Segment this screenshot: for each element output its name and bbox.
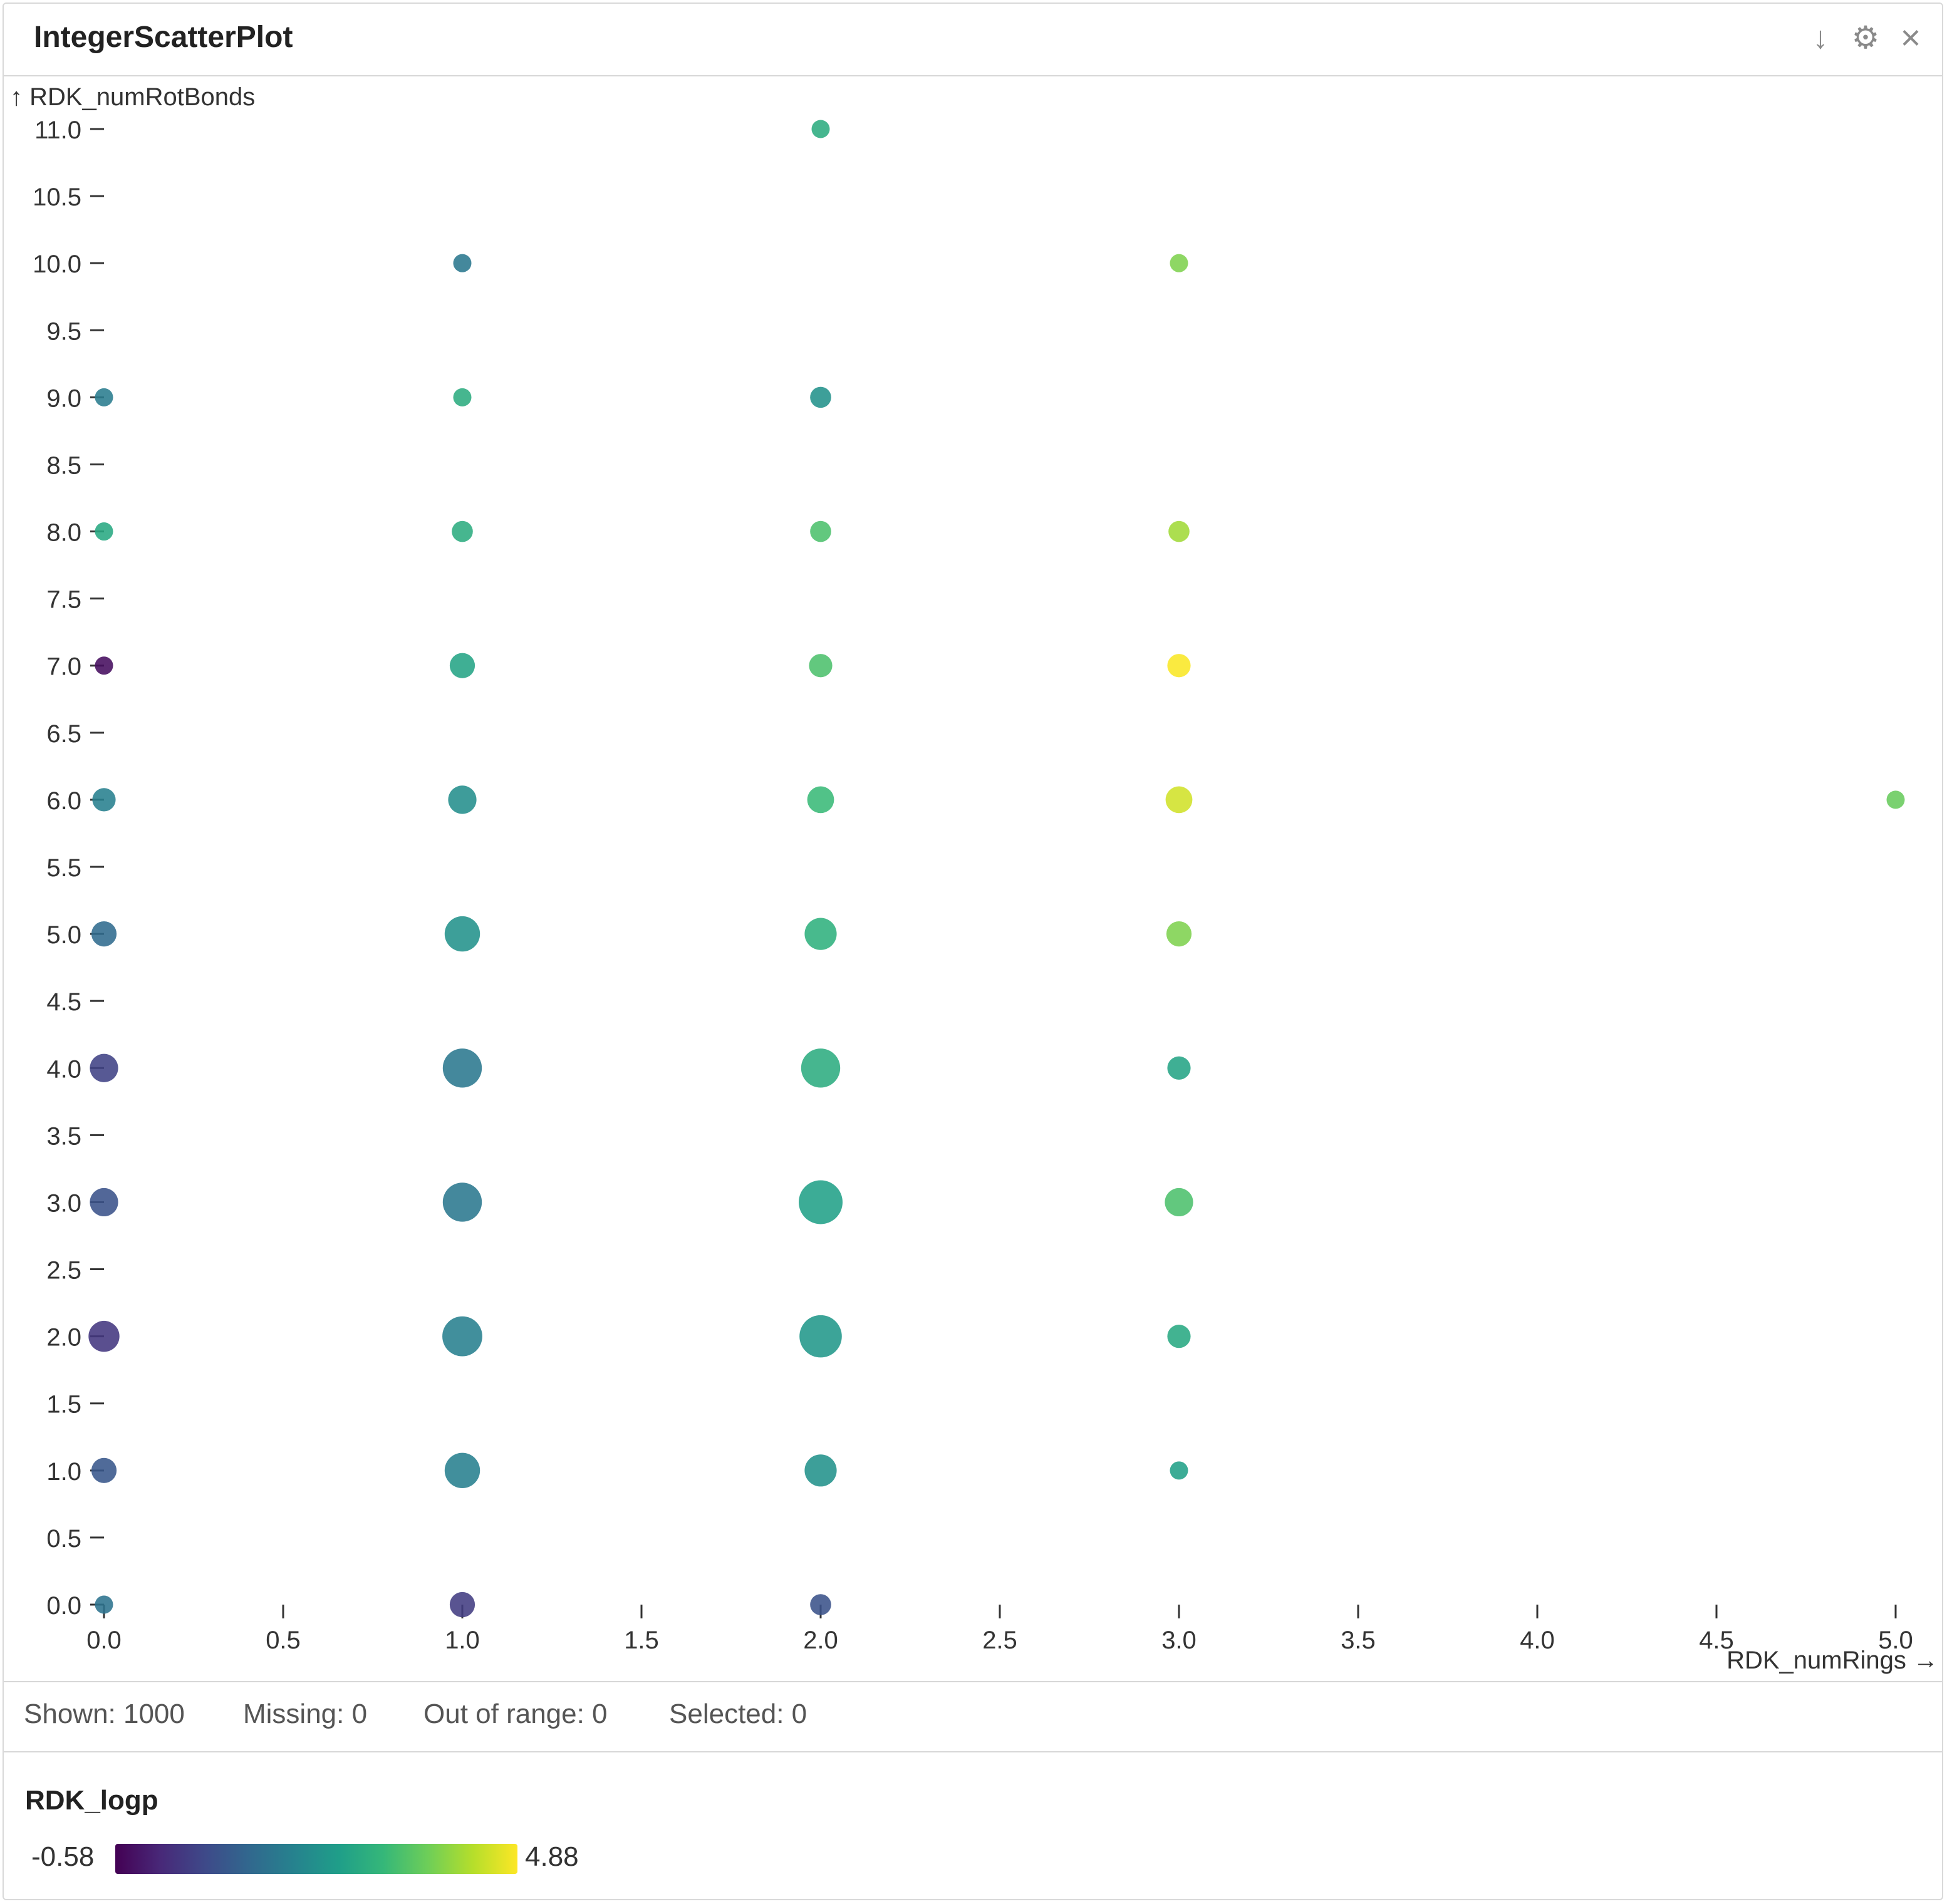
data-point[interactable] [90,1053,118,1082]
download-icon[interactable]: ↓ [1812,20,1829,55]
data-point[interactable] [95,1595,113,1614]
data-point[interactable] [1167,1056,1191,1080]
x-tick-label: 1.0 [445,1627,480,1654]
data-point[interactable] [810,1594,831,1615]
legend-title: RDK_logp [25,1785,158,1816]
data-point[interactable] [442,1048,482,1088]
x-tick-label: 2.0 [803,1627,838,1654]
data-point[interactable] [1170,254,1188,272]
data-point[interactable] [442,1316,482,1357]
x-tick-label: 3.5 [1341,1627,1376,1654]
y-tick-label: 5.0 [46,921,81,949]
y-tick-label: 6.0 [46,787,81,815]
y-tick-label: 7.0 [46,653,81,681]
data-point[interactable] [801,1048,841,1088]
data-point[interactable] [95,388,113,406]
panel-header: IntegerScatterPlot ↓ ⚙ × [4,4,1942,76]
x-tick-label: 2.5 [982,1627,1017,1654]
y-tick-label: 11.0 [34,116,81,144]
data-point[interactable] [448,785,477,814]
color-legend: RDK_logp -0.58 4.88 [4,1752,1942,1901]
data-point[interactable] [95,522,113,541]
y-tick-label: 3.5 [46,1122,81,1150]
stat-selected: Selected: 0 [669,1699,807,1729]
legend-min-label: -0.58 [31,1841,95,1872]
y-tick-label: 10.0 [33,251,81,278]
data-point[interactable] [91,921,117,947]
data-point[interactable] [810,386,831,408]
y-tick-label: 4.5 [46,988,81,1016]
y-tick-label: 7.5 [46,586,81,614]
data-point[interactable] [804,1454,837,1487]
data-point[interactable] [1168,520,1190,542]
stat-missing: Missing: 0 [243,1699,368,1729]
y-tick-label: 9.5 [46,318,81,345]
y-tick-label: 0.5 [46,1525,81,1553]
legend-color-bar [115,1844,517,1874]
y-tick-label: 9.0 [46,385,81,412]
data-point[interactable] [804,918,837,950]
close-icon[interactable]: × [1900,18,1921,57]
data-point[interactable] [1165,786,1193,814]
data-point[interactable] [444,1452,480,1489]
settings-gear-icon[interactable]: ⚙ [1851,20,1880,55]
y-axis-title: ↑ RDK_numRotBonds [10,83,255,111]
data-point[interactable] [799,1180,843,1224]
data-point[interactable] [444,916,480,952]
y-tick-label: 1.5 [46,1391,81,1419]
y-tick-label: 8.5 [46,452,81,479]
data-point[interactable] [449,1591,475,1618]
y-tick-label: 0.0 [46,1592,81,1620]
y-tick-label: 2.5 [46,1257,81,1285]
x-tick-label: 4.0 [1520,1627,1555,1654]
scatter-plot-panel: IntegerScatterPlot ↓ ⚙ × 0.0 0.5 1.0 1.5 2.0… [3,3,1943,1900]
data-point[interactable] [810,520,831,542]
data-point[interactable] [807,786,834,814]
y-tick-label: 3.0 [46,1189,81,1217]
y-tick-label: 2.0 [46,1324,81,1352]
y-tick-label: 5.5 [46,854,81,882]
data-point[interactable] [95,656,113,675]
data-point[interactable] [1166,921,1192,947]
data-point[interactable] [452,520,473,542]
y-tick-label: 4.0 [46,1055,81,1083]
data-point[interactable] [811,120,830,138]
x-tick-label: 4.5 [1699,1627,1734,1654]
data-point[interactable] [442,1182,482,1222]
stat-out-of-range: Out of range: 0 [423,1699,608,1729]
panel-title: IntegerScatterPlot [34,21,293,54]
data-point[interactable] [453,254,472,272]
scatter-chart[interactable]: 0.0 0.5 1.0 1.5 2.0 2.5 3.0 3.5 4.0 4.5 5.0 5.5 6.0 6… [4,76,1944,1681]
data-point[interactable] [809,654,833,678]
data-point[interactable] [1167,654,1191,678]
data-point[interactable] [90,1187,118,1217]
x-tick-label: 3.0 [1161,1627,1197,1654]
data-point[interactable] [1167,1325,1191,1348]
y-tick-label: 6.5 [46,720,81,748]
y-tick-label: 1.0 [46,1458,81,1486]
x-tick-label: 0.5 [266,1627,301,1654]
legend-max-label: 4.88 [525,1841,579,1872]
y-tick-label: 10.5 [33,184,81,211]
data-point[interactable] [449,653,475,678]
data-point[interactable] [1170,1461,1188,1480]
plot-area[interactable]: 0.0 0.5 1.0 1.5 2.0 2.5 3.0 3.5 4.0 4.5 5.0 5.5 6.0 6… [4,76,1942,1681]
x-axis-title: RDK_numRings → [1726,1647,1938,1674]
data-point[interactable] [91,1457,117,1483]
x-tick-label: 5.0 [1878,1627,1913,1654]
y-tick-label: 8.0 [46,519,81,547]
data-point[interactable] [88,1320,120,1352]
x-tick-label: 0.0 [86,1627,122,1654]
data-point[interactable] [1886,790,1905,809]
stats-bar: Shown: 1000 Missing: 0 Out of range: 0 S… [4,1681,1942,1752]
data-point[interactable] [92,788,116,812]
data-point[interactable] [1165,1187,1193,1217]
x-tick-label: 1.5 [624,1627,659,1654]
data-point[interactable] [799,1315,842,1358]
stat-shown: Shown: 1000 [24,1699,185,1729]
data-point[interactable] [453,388,472,406]
